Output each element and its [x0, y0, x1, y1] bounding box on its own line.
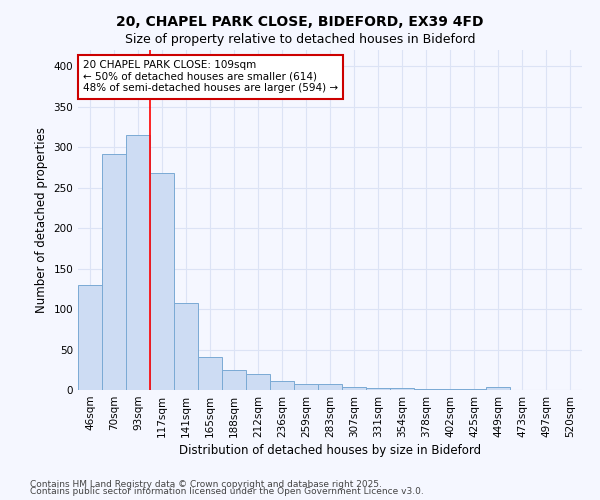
- Bar: [270, 381, 294, 390]
- Bar: [366, 388, 390, 390]
- Bar: [78, 285, 102, 390]
- Bar: [438, 389, 462, 390]
- Bar: [390, 388, 414, 390]
- Y-axis label: Number of detached properties: Number of detached properties: [35, 127, 48, 313]
- X-axis label: Distribution of detached houses by size in Bideford: Distribution of detached houses by size …: [179, 444, 481, 457]
- Text: Size of property relative to detached houses in Bideford: Size of property relative to detached ho…: [125, 32, 475, 46]
- Bar: [222, 370, 246, 390]
- Bar: [462, 389, 486, 390]
- Bar: [318, 384, 342, 390]
- Text: 20 CHAPEL PARK CLOSE: 109sqm
← 50% of detached houses are smaller (614)
48% of s: 20 CHAPEL PARK CLOSE: 109sqm ← 50% of de…: [83, 60, 338, 94]
- Text: Contains public sector information licensed under the Open Government Licence v3: Contains public sector information licen…: [30, 488, 424, 496]
- Bar: [126, 135, 150, 390]
- Bar: [102, 154, 126, 390]
- Bar: [174, 302, 198, 390]
- Bar: [414, 389, 438, 390]
- Text: 20, CHAPEL PARK CLOSE, BIDEFORD, EX39 4FD: 20, CHAPEL PARK CLOSE, BIDEFORD, EX39 4F…: [116, 15, 484, 29]
- Bar: [486, 387, 510, 390]
- Bar: [294, 384, 318, 390]
- Bar: [342, 387, 366, 390]
- Bar: [198, 357, 222, 390]
- Bar: [150, 173, 174, 390]
- Text: Contains HM Land Registry data © Crown copyright and database right 2025.: Contains HM Land Registry data © Crown c…: [30, 480, 382, 489]
- Bar: [246, 374, 270, 390]
